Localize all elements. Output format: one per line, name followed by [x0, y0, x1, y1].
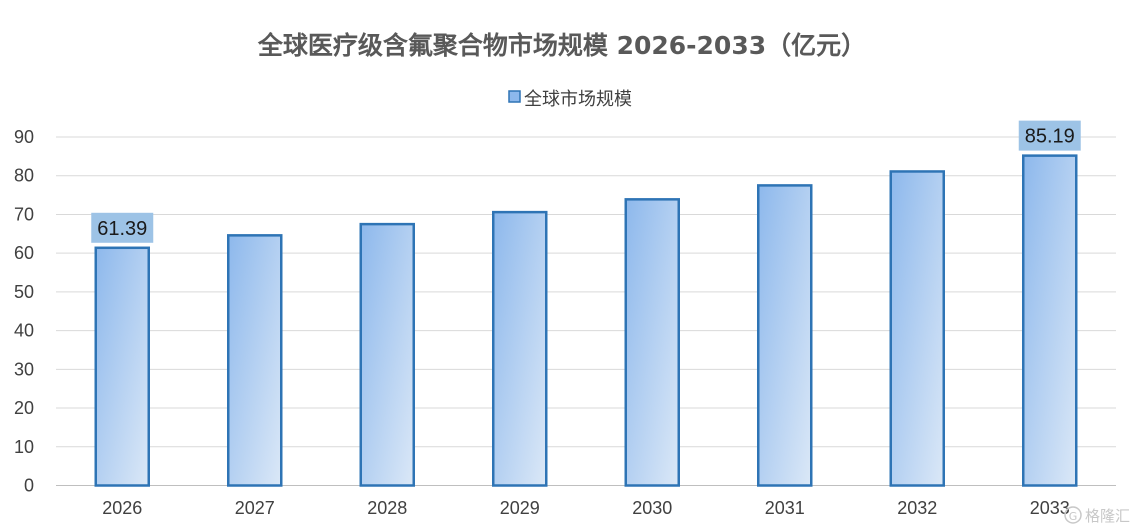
legend-swatch	[508, 90, 521, 103]
bar-2030	[624, 198, 680, 487]
bar-2032	[889, 170, 945, 487]
data-label: 85.19	[1025, 126, 1075, 148]
watermark-logo-icon	[1064, 506, 1082, 524]
legend-label: 全球市场规模	[524, 89, 632, 110]
chart-title: 全球医疗级含氟聚合物市场规模 2026-2033（亿元）	[257, 31, 866, 60]
x-tick-label: 2028	[367, 498, 407, 518]
y-tick-label: 60	[14, 243, 34, 263]
data-label: 61.39	[97, 218, 147, 240]
y-tick-label: 80	[14, 166, 34, 186]
y-tick-label: 90	[14, 127, 34, 147]
y-tick-label: 30	[14, 359, 34, 379]
data-label-box	[91, 212, 154, 243]
y-tick-label: 50	[14, 282, 34, 302]
bar-2027	[227, 234, 283, 487]
watermark-icon-letter: G	[1069, 510, 1078, 523]
x-tick-label: 2032	[897, 498, 937, 518]
x-tick-label: 2031	[765, 498, 805, 518]
data-labels: 61.39 85.19	[91, 120, 1081, 243]
y-tick-label: 70	[14, 204, 34, 224]
y-axis-ticks: 0 10 20 30 40 50 60 70 80 90	[14, 127, 34, 496]
watermark: G 格隆汇	[1064, 506, 1130, 525]
bar-2028	[359, 222, 415, 487]
y-tick-label: 0	[24, 476, 34, 496]
x-axis-ticks: 2026 2027 2028 2029 2030 2031 2032 2033	[102, 498, 1070, 518]
x-tick-label: 2026	[102, 498, 142, 518]
bar-2033	[1022, 154, 1078, 487]
y-tick-label: 40	[14, 321, 34, 341]
watermark-text: 格隆汇	[1085, 507, 1130, 525]
y-tick-label: 10	[14, 437, 34, 457]
data-label-box	[1018, 120, 1081, 151]
gridlines	[56, 136, 1116, 486]
bar-2031	[757, 184, 813, 487]
bar-2026	[94, 246, 150, 487]
bars	[94, 154, 1078, 487]
x-tick-label: 2027	[235, 498, 275, 518]
x-tick-label: 2033	[1030, 498, 1070, 518]
bar-2029	[492, 210, 548, 487]
y-tick-label: 20	[14, 398, 34, 418]
x-tick-label: 2030	[632, 498, 672, 518]
legend: 全球市场规模	[508, 89, 632, 110]
x-tick-label: 2029	[500, 498, 540, 518]
